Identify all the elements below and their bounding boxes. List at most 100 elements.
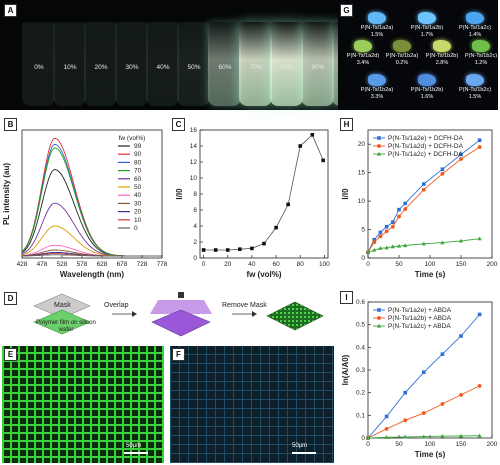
- polymer-powder-sample: P(N-Ts/1a2c) 1.4%: [456, 12, 494, 39]
- plot-frame: [21, 129, 163, 259]
- legend-label: 40: [134, 192, 142, 199]
- polymer-powder-sample: P(N-Ts/1a2d) 3.4%: [344, 40, 382, 67]
- x-tick-label: 728: [137, 261, 148, 268]
- y-axis-title: I/I0: [341, 188, 350, 200]
- legend-label: 80: [134, 159, 142, 166]
- data-point: [384, 229, 389, 234]
- panel-label-e: E: [4, 348, 17, 361]
- panel-label-h: H: [340, 118, 353, 131]
- y-axis-title: I/I0: [175, 188, 184, 200]
- x-tick-label: 428: [17, 261, 28, 268]
- panel-label-i: I: [340, 291, 353, 304]
- x-tick-label: 678: [117, 261, 128, 268]
- abda-singlet-oxygen-chart: 0 50 100 150 200 0 0.1 0.2 0.3 0.4 0.5 0.6 Time (s) l…: [341, 299, 498, 459]
- legend-label: P(N-Ts/1a2e) + ABDA: [388, 307, 452, 314]
- data-point: [421, 241, 426, 246]
- data-point: [390, 224, 395, 229]
- data-point: [458, 238, 464, 243]
- powder-icon: [466, 12, 484, 24]
- powder-icon: [393, 40, 411, 52]
- x-tick-label: 200: [487, 261, 498, 268]
- mask-label: Mask: [54, 302, 71, 309]
- data-point: [459, 393, 463, 397]
- data-point: [372, 247, 377, 252]
- data-point: [365, 435, 371, 440]
- data-point: [377, 316, 381, 320]
- water-fraction-label: 50%: [187, 64, 201, 71]
- powder-icon: [466, 74, 484, 86]
- data-point: [440, 171, 445, 176]
- data-point: [372, 240, 377, 244]
- polymer-powders-photo: P(N-Ts/1a2a) 1.5% P(N-Ts/1a2b) 1.7% P(N-Ts/1…: [338, 0, 498, 110]
- legend-label: 90: [134, 151, 142, 158]
- vial: [177, 22, 210, 106]
- data-point: [384, 414, 389, 419]
- data-point: [377, 136, 381, 140]
- y-tick-label: 15: [358, 170, 366, 177]
- data-point: [459, 334, 463, 338]
- data-point: [440, 402, 445, 406]
- y-tick-label: 2: [193, 239, 197, 246]
- data-point: [403, 201, 407, 206]
- legend-label: P(N-Ts/1a2d) + DCFH-DA: [388, 143, 464, 150]
- panel-label-f: F: [172, 348, 185, 361]
- data-point: [391, 220, 395, 224]
- green-pattern-micrograph: [2, 346, 164, 463]
- data-point: [459, 152, 463, 157]
- data-point: [396, 243, 402, 248]
- data-point: [378, 246, 383, 250]
- legend-title: fw (vol%): [119, 135, 146, 142]
- data-point: [201, 248, 206, 252]
- data-point: [286, 202, 290, 207]
- data-point: [403, 390, 407, 395]
- water-fraction-label: 40%: [156, 64, 170, 71]
- scale-label-e: 50μm: [126, 443, 142, 449]
- y-tick-label: 0: [361, 435, 365, 442]
- data-point: [225, 248, 230, 252]
- powder-icon: [418, 12, 436, 24]
- dcfh-ros-chart: 0 50 100 150 200 0 5 10 15 20 Time (s) I/I0 P(N-Ts/1…: [341, 129, 498, 279]
- data-point: [440, 240, 445, 245]
- series-line: [367, 146, 480, 253]
- polymer-yield: 1.5%: [468, 94, 482, 100]
- data-point: [477, 236, 482, 241]
- legend-label: 10: [134, 217, 142, 224]
- data-point: [376, 151, 382, 156]
- x-tick-label: 100: [319, 261, 330, 268]
- x-tick-label: 100: [425, 441, 436, 448]
- x-tick-label: 150: [456, 261, 467, 268]
- polymer-yield: 1.4%: [468, 32, 482, 38]
- polymer-name: P(N-Ts/1b2b): [425, 53, 459, 59]
- polymer-powder-sample: P(N-Ts/1b2b) 2.8%: [423, 40, 461, 67]
- y-tick-label: 0: [193, 255, 197, 262]
- x-tick-label: 40: [248, 261, 256, 268]
- data-point: [403, 418, 408, 423]
- data-point: [477, 312, 482, 317]
- water-fraction-label: 10%: [63, 64, 77, 71]
- water-fraction-label: 90%: [311, 64, 325, 71]
- y-tick-label: 10: [358, 198, 366, 205]
- polymer-name: P(N-Ts/1b2a): [385, 53, 419, 59]
- data-point: [377, 144, 381, 148]
- x-tick-label: 478: [37, 261, 48, 268]
- scale-bar-f: [292, 452, 316, 454]
- legend-label: 20: [134, 209, 142, 216]
- powder-icon: [433, 40, 451, 52]
- x-tick-label: 628: [97, 261, 108, 268]
- y-tick-label: 5: [361, 227, 365, 234]
- polymer-name: P(N-Ts/1a2d): [346, 53, 380, 59]
- water-fraction-label: 0%: [34, 64, 44, 71]
- scale-bar-e: [124, 452, 148, 454]
- data-point: [384, 224, 389, 229]
- data-point: [365, 250, 371, 254]
- polymer-yield: 1.7%: [420, 32, 434, 38]
- data-point: [397, 214, 401, 219]
- water-fraction-label: 70%: [249, 64, 263, 71]
- vial: [84, 22, 117, 106]
- x-axis-title: fw (vol%): [246, 270, 281, 279]
- x-tick-label: 0: [202, 261, 206, 268]
- polymer-powder-sample: P(N-Ts/1b2b) 1.6%: [408, 74, 446, 101]
- panel-label-d: D: [4, 292, 17, 305]
- data-point: [477, 433, 482, 438]
- overlap-label: Overlap: [104, 302, 129, 309]
